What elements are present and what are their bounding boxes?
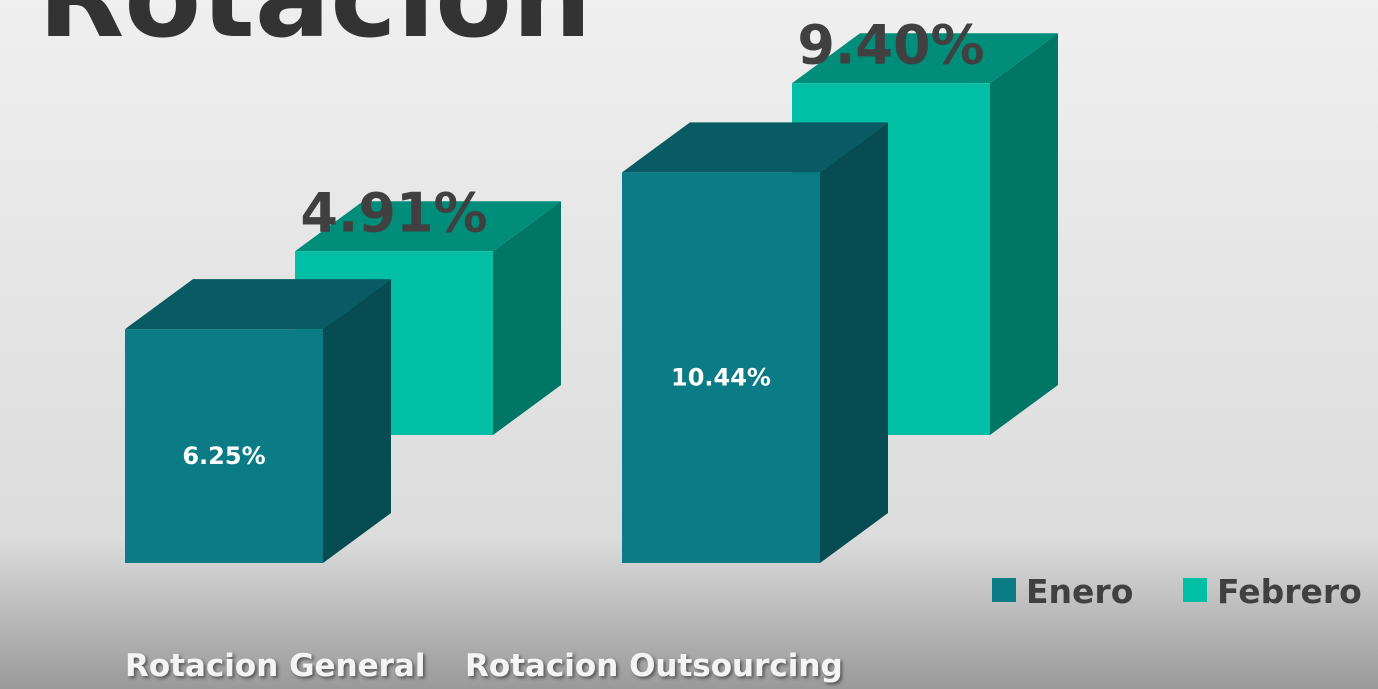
bar-top [622,122,888,173]
value-label: 9.40% [797,13,984,76]
bar [622,172,820,563]
bar-top [295,201,561,252]
value-label: 4.91% [300,181,487,244]
bar-side [323,279,391,563]
bar-side [990,33,1058,436]
legend-label: Enero [1026,572,1133,611]
bar-top [792,33,1058,84]
chart-title: Rotacion [38,0,592,63]
value-label: 6.25% [182,442,265,470]
x-tick-label: Rotacion Outsourcing [465,648,843,684]
bar-side [820,122,888,564]
x-tick-label: Rotacion General [125,648,425,684]
legend-label: Febrero [1217,572,1362,611]
value-label: 10.44% [671,364,771,392]
bar-side [493,201,561,435]
bar-top [125,279,391,330]
bar [125,329,323,563]
legend-swatch [992,578,1016,602]
legend-swatch [1183,578,1207,602]
